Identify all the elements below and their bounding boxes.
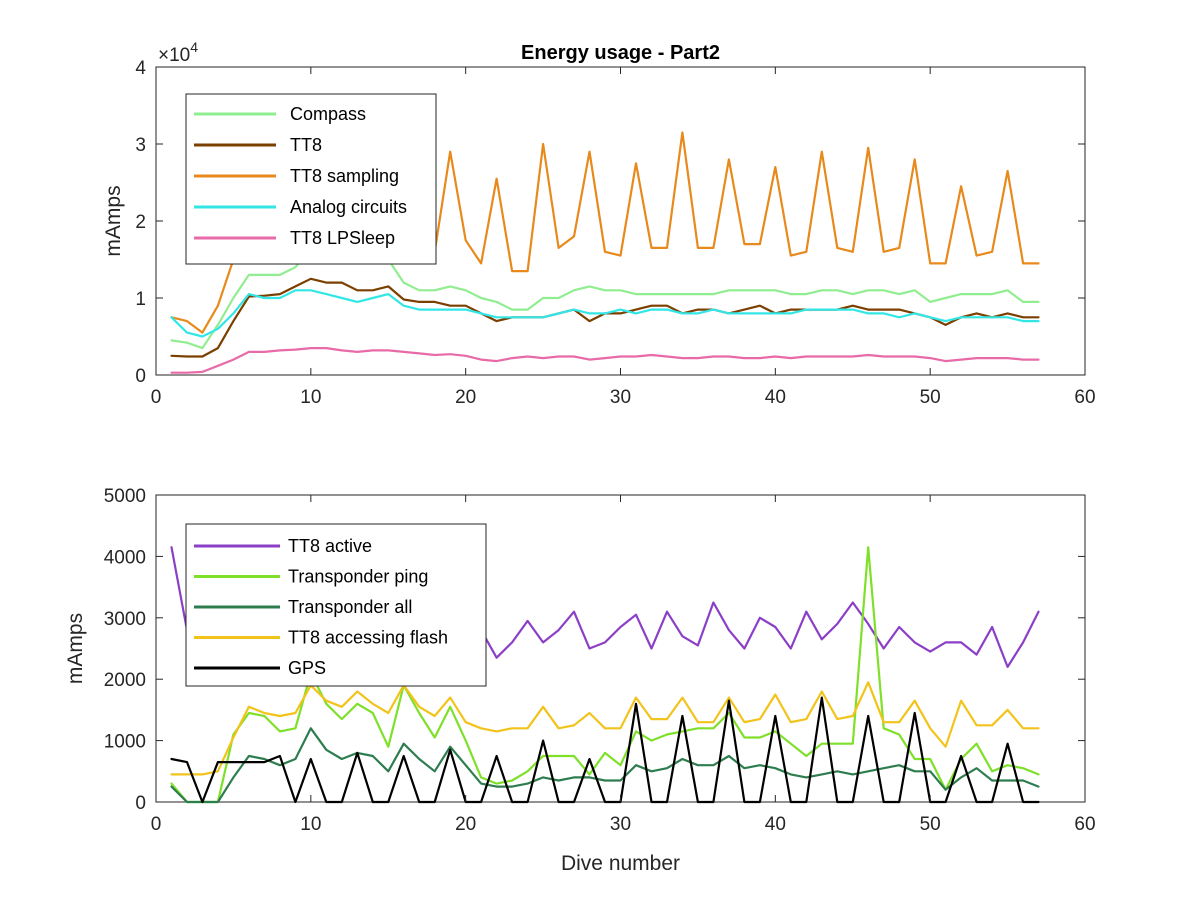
y-exponent-power: 4 [190, 39, 198, 55]
legend-label-1-1: Transponder ping [288, 567, 428, 587]
y-tick-label-1-0: 0 [135, 793, 146, 814]
legend-box-0 [185, 93, 437, 265]
legend-label-1-0: TT8 active [288, 536, 372, 556]
legend-label-0-1: TT8 [290, 135, 322, 155]
y-axis-label-top: mAmps [102, 185, 125, 256]
y-tick-label-1-1: 1000 [104, 732, 146, 753]
x-axis-label-bottom: Dive number [561, 852, 680, 875]
y-tick-label-1-3: 3000 [104, 609, 146, 630]
legend-0: Compass TT8 TT8 sampling Analog circuits TT8… [185, 93, 437, 265]
legend-box-1 [185, 523, 487, 687]
chart-top: Energy usage - Part2 mAmps ×104 0 10 20 30 4… [102, 39, 1096, 408]
x-tick-label-1-6: 60 [1074, 814, 1095, 835]
y-axis-label-bottom: mAmps [64, 613, 87, 684]
x-tick-label-1-3: 30 [610, 814, 631, 835]
y-tick-label-1-2: 2000 [104, 670, 146, 691]
x-tick-label-0-4: 40 [765, 387, 786, 408]
x-tick-label-0-6: 60 [1074, 387, 1095, 408]
chart-title: Energy usage - Part2 [521, 42, 720, 64]
legend-label-1-2: Transponder all [288, 597, 412, 617]
x-tick-label-1-2: 20 [455, 814, 476, 835]
y-exponent-label: ×104 [158, 39, 198, 66]
x-tick-label-1-4: 40 [765, 814, 786, 835]
y-tick-label-0-2: 2 [135, 212, 146, 233]
series-line-0-3 [170, 289, 1040, 338]
x-tick-label-0-0: 0 [151, 387, 162, 408]
y-tick-label-1-4: 4000 [104, 547, 146, 568]
y-tick-label-0-4: 4 [135, 58, 146, 79]
x-tick-label-0-3: 30 [610, 387, 631, 408]
y-exponent-base: ×10 [158, 45, 190, 66]
y-tick-label-0-1: 1 [135, 289, 146, 310]
legend-label-1-4: GPS [288, 658, 326, 678]
legend-label-0-4: TT8 LPSleep [290, 228, 395, 248]
y-tick-label-0-3: 3 [135, 135, 146, 156]
x-tick-label-0-2: 20 [455, 387, 476, 408]
series-line-1-2 [170, 727, 1040, 804]
x-tick-label-0-1: 10 [300, 387, 321, 408]
x-tick-label-1-1: 10 [300, 814, 321, 835]
x-tick-label-0-5: 50 [920, 387, 941, 408]
x-tick-label-1-5: 50 [920, 814, 941, 835]
y-tick-label-0-0: 0 [135, 366, 146, 387]
chart-bottom: mAmps Dive number 0 10 20 30 40 50 60 0 1000 2000… [64, 486, 1096, 875]
x-tick-label-1-0: 0 [151, 814, 162, 835]
legend-label-0-0: Compass [290, 104, 366, 124]
series-line-0-4 [170, 347, 1040, 374]
y-tick-label-1-5: 5000 [104, 486, 146, 507]
legend-label-1-3: TT8 accessing flash [288, 628, 448, 648]
series-line-1-4 [170, 696, 1040, 804]
series-group-0 [170, 131, 1040, 374]
legend-label-0-3: Analog circuits [290, 197, 407, 217]
legend-1: TT8 active Transponder ping Transponder al… [185, 523, 487, 687]
series-line-1-3 [170, 681, 1040, 776]
legend-label-0-2: TT8 sampling [290, 166, 399, 186]
